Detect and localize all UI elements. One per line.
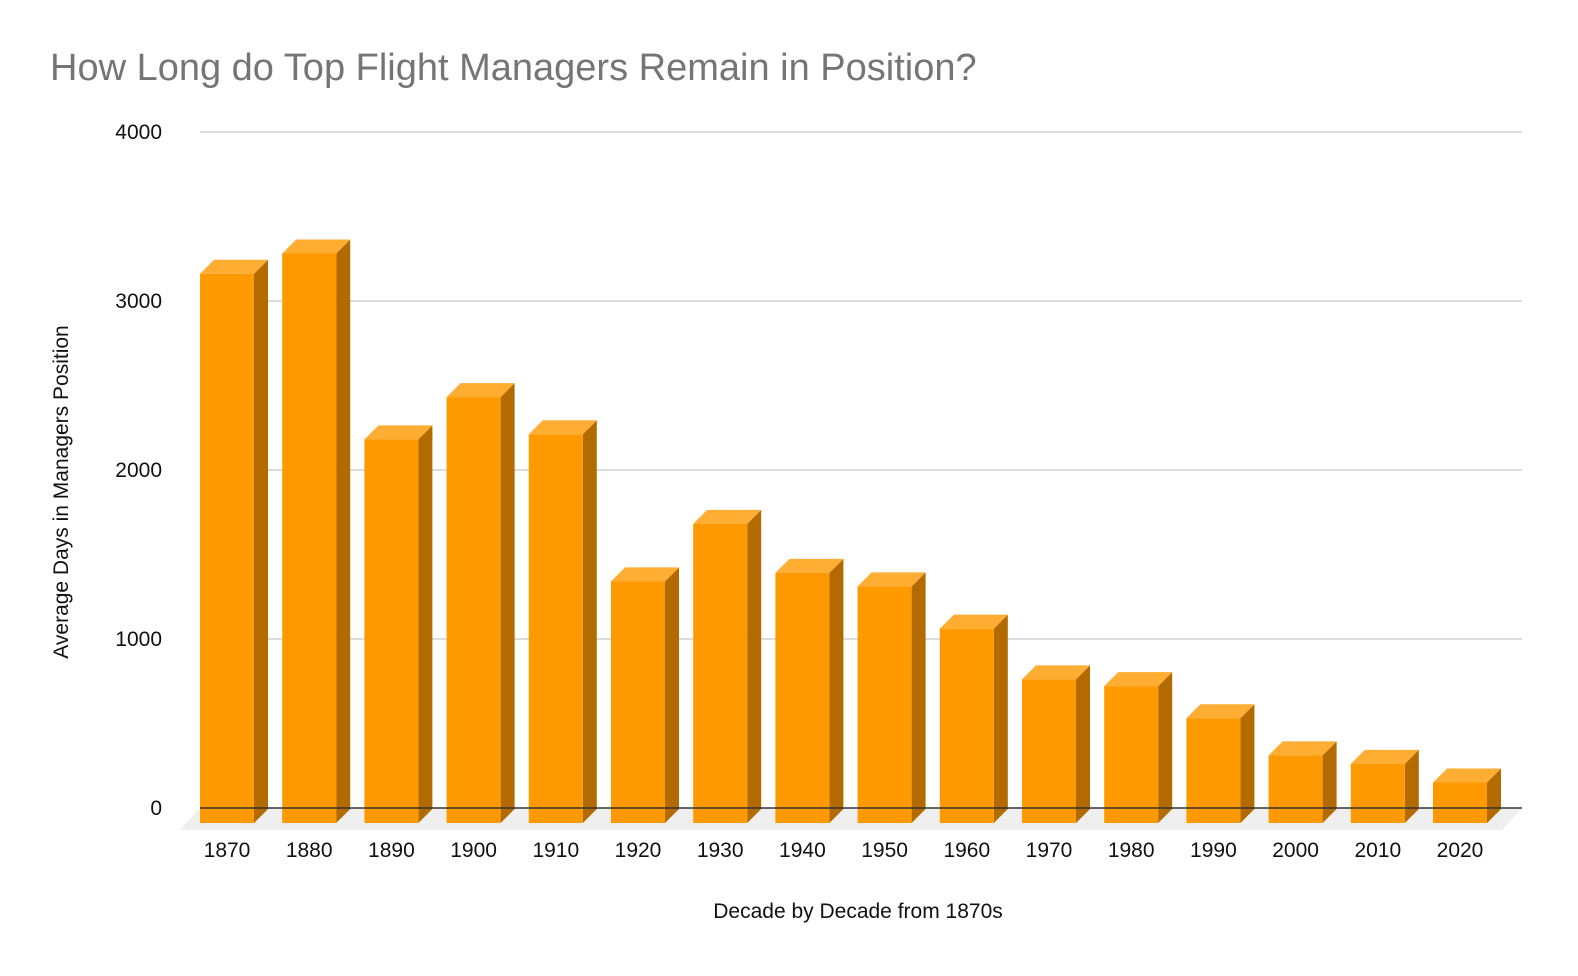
bar-front xyxy=(939,628,994,823)
bar-side xyxy=(1158,672,1173,823)
bar-front xyxy=(1186,718,1241,823)
x-tick-label: 1960 xyxy=(943,839,990,862)
bar-1960 xyxy=(939,614,1008,823)
x-tick-label: 2020 xyxy=(1437,839,1484,862)
bar-side xyxy=(1404,749,1419,823)
x-tick-label: 2000 xyxy=(1272,839,1319,862)
bar-side xyxy=(1076,665,1090,823)
bar-side xyxy=(1322,741,1337,823)
bar-front xyxy=(775,572,830,823)
bar-front xyxy=(446,397,501,823)
bar-top xyxy=(446,383,515,398)
bar-1920 xyxy=(611,567,679,823)
bar-side xyxy=(993,614,1008,823)
bar-top xyxy=(364,425,433,440)
bar-top xyxy=(1268,741,1337,756)
bar-1970 xyxy=(1022,665,1090,823)
bar-top xyxy=(1022,665,1090,680)
bar-front xyxy=(282,253,337,824)
bar-top xyxy=(1186,704,1255,719)
bars xyxy=(200,239,1501,824)
bar-side xyxy=(829,558,844,823)
bar-front xyxy=(1104,686,1159,823)
y-axis-label: Average Days in Managers Position xyxy=(50,325,73,658)
x-tick-label: 2010 xyxy=(1354,839,1401,862)
bar-top xyxy=(282,239,351,254)
bar-front xyxy=(611,581,665,823)
bar-side xyxy=(254,259,268,823)
bar-top xyxy=(528,420,597,435)
bar-top xyxy=(200,259,268,274)
bar-front xyxy=(1268,755,1323,823)
bar-1910 xyxy=(528,420,597,823)
bar-1870 xyxy=(200,259,268,823)
bar-side xyxy=(665,567,679,823)
bar-1980 xyxy=(1104,672,1173,823)
bar-top xyxy=(611,567,679,582)
y-tick-label: 3000 xyxy=(115,290,162,313)
y-tick-label: 4000 xyxy=(115,121,162,144)
bar-front xyxy=(1433,782,1487,823)
chart-title: How Long do Top Flight Managers Remain i… xyxy=(50,47,977,89)
y-tick-label: 1000 xyxy=(115,628,162,651)
bar-2000 xyxy=(1268,741,1337,823)
y-axis-ticks: 0 1000 2000 3000 4000 xyxy=(115,121,162,820)
bar-1940 xyxy=(775,558,844,823)
bar-1880 xyxy=(282,239,351,824)
x-tick-label: 1910 xyxy=(532,839,579,862)
bar-front xyxy=(1022,679,1076,823)
bar-front xyxy=(200,273,254,823)
bar-2020 xyxy=(1433,768,1501,823)
x-tick-label: 1920 xyxy=(615,839,662,862)
bar-front xyxy=(364,439,419,823)
x-tick-label: 1990 xyxy=(1190,839,1237,862)
y-tick-label: 2000 xyxy=(115,459,162,482)
bar-front xyxy=(693,523,748,823)
bar-top xyxy=(1350,749,1419,764)
x-tick-label: 1950 xyxy=(861,839,908,862)
bar-top xyxy=(1433,768,1501,783)
bar-side xyxy=(500,383,515,823)
x-tick-label: 1980 xyxy=(1108,839,1155,862)
y-tick-label: 0 xyxy=(150,797,162,820)
bar-side xyxy=(911,572,926,823)
bar-1900 xyxy=(446,383,515,823)
bar-side xyxy=(336,239,351,824)
bar-front xyxy=(857,586,912,823)
x-tick-label: 1930 xyxy=(697,839,744,862)
x-tick-label: 1890 xyxy=(368,839,415,862)
bar-1930 xyxy=(693,509,762,823)
x-tick-label: 1880 xyxy=(286,839,333,862)
bar-top xyxy=(939,614,1008,629)
bar-1990 xyxy=(1186,704,1255,823)
bar-side xyxy=(1487,768,1501,823)
x-tick-label: 1900 xyxy=(450,839,497,862)
bar-top xyxy=(775,558,844,573)
x-tick-label: 1970 xyxy=(1026,839,1073,862)
x-tick-label: 1940 xyxy=(779,839,826,862)
bar-side xyxy=(418,425,433,823)
x-axis-label: Decade by Decade from 1870s xyxy=(713,900,1003,923)
x-axis-ticks: 1870 1880 1890 1900 1910 1920 1930 1940 1950 1960… xyxy=(204,839,1484,862)
bar-2010 xyxy=(1350,749,1419,823)
bar-1950 xyxy=(857,572,926,823)
bar-front xyxy=(528,434,583,823)
bar-side xyxy=(1240,704,1255,823)
bar-top xyxy=(1104,672,1173,687)
bar-front xyxy=(1350,763,1405,823)
bar-side xyxy=(747,509,762,823)
bar-top xyxy=(857,572,926,587)
x-tick-label: 1870 xyxy=(204,839,251,862)
bar-top xyxy=(693,509,762,524)
bar-1890 xyxy=(364,425,433,823)
bar-side xyxy=(582,420,597,823)
